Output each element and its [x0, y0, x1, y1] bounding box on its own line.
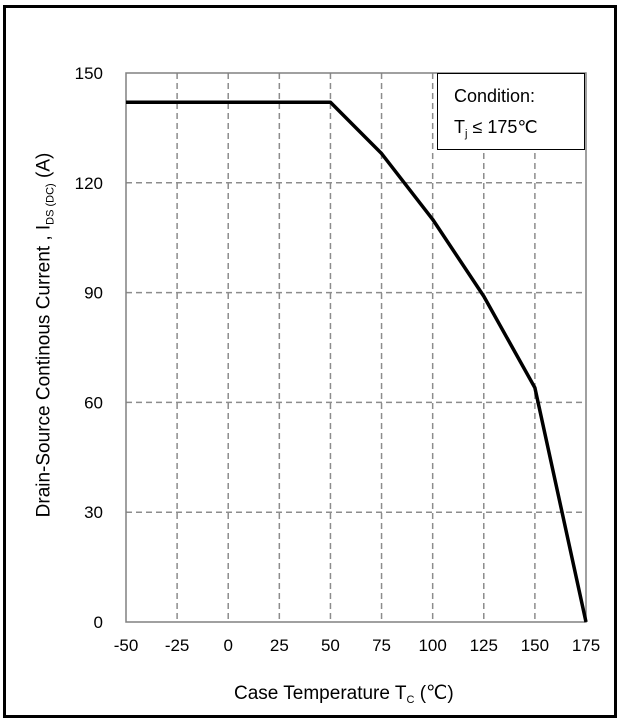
condition-title: Condition: [454, 86, 536, 106]
y-tick-label: 150 [75, 64, 103, 83]
y-tick-label: 0 [94, 613, 103, 632]
x-axis-title-suffix: (℃) [414, 683, 454, 704]
y-axis-title-prefix: Drain-Source Continous Current , I [33, 224, 55, 518]
x-axis-title-prefix: Case Temperature T [234, 683, 407, 704]
y-tick-label: 120 [75, 174, 103, 193]
x-tick-label: 25 [270, 636, 289, 655]
chart-frame [3, 5, 617, 718]
y-tick-label: 60 [84, 393, 103, 412]
x-tick-label: 0 [223, 636, 232, 655]
x-tick-label: -50 [114, 636, 139, 655]
condition-suffix: ≤ 175℃ [467, 117, 538, 137]
condition-prefix: T [454, 117, 465, 137]
condition-text: Tj ≤ 175℃ [454, 117, 538, 140]
x-tick-label: 75 [372, 636, 391, 655]
x-tick-label: 100 [418, 636, 446, 655]
x-axis-title: Case Temperature TC (℃) [234, 682, 454, 706]
x-tick-label: -25 [165, 636, 190, 655]
y-tick-label: 30 [84, 503, 103, 522]
y-axis-title-suffix: (A) [33, 152, 55, 184]
condition-sub: j [465, 128, 468, 140]
x-tick-label: 50 [321, 636, 340, 655]
x-tick-label: 150 [521, 636, 549, 655]
y-tick-label: 90 [84, 284, 103, 303]
y-axis-title: Drain-Source Continous Current , IDS (DC… [34, 153, 57, 518]
plot-area-border [125, 72, 587, 623]
x-tick-label: 125 [470, 636, 498, 655]
x-tick-label: 175 [572, 636, 600, 655]
x-axis-title-sub: C [406, 694, 415, 706]
condition-annotation: Condition: Tj ≤ 175℃ [437, 73, 585, 150]
y-axis-title-sub: DS (DC) [44, 183, 57, 225]
series-line-0 [126, 100, 588, 623]
